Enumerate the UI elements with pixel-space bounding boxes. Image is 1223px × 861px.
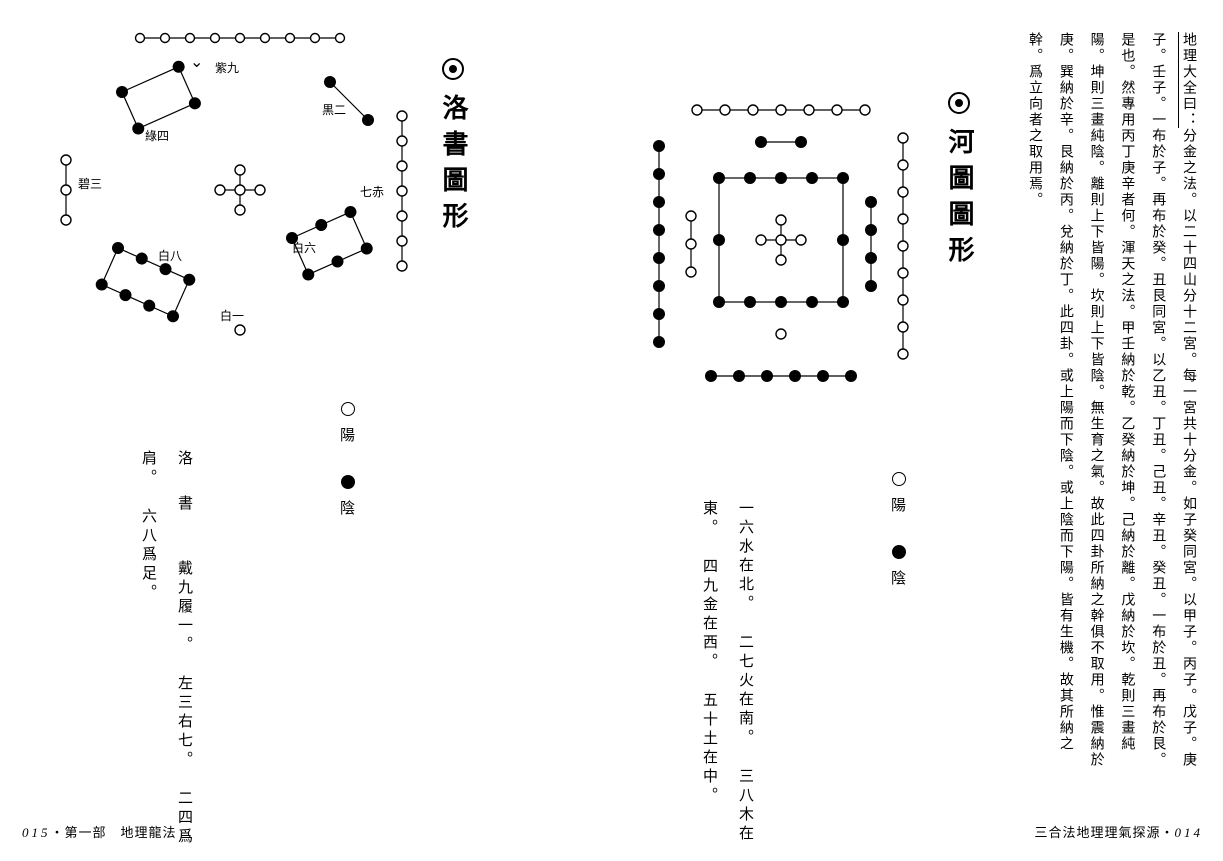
hetu-line-5: 五十土在中。 xyxy=(701,692,717,806)
luoshu-label-1: 白一 xyxy=(220,308,244,323)
yin-label: 陰 xyxy=(891,567,906,588)
yin-circle-icon xyxy=(892,545,906,559)
yang-circle-icon xyxy=(341,402,355,416)
footer-left-text: ・第一部 地理龍法 xyxy=(51,825,177,840)
luoshu-label-9: 紫九 xyxy=(215,61,239,75)
luoshu-line-2: 左三右七。 xyxy=(176,675,192,770)
luoshu-label-8: 白八 xyxy=(158,248,182,263)
bullseye-icon xyxy=(948,92,970,114)
yang-label: 陽 xyxy=(891,494,906,515)
page-015: 洛書圖形 紫九 ⌄ 綠四 黒二 碧三 七赤 xyxy=(0,0,611,861)
luoshu-label-2: 黒二 xyxy=(322,103,346,117)
svg-text:⌄: ⌄ xyxy=(190,54,203,71)
yin-circle-icon xyxy=(341,475,355,489)
hetu-yinyang-key: 陽 陰 xyxy=(891,470,906,588)
luoshu-label-4: 綠四 xyxy=(145,129,169,143)
footer-right-text: 三合法地理理氣探源・ xyxy=(1034,825,1174,840)
luoshu-label-7: 七赤 xyxy=(360,185,384,199)
luoshu-legend: 洛書 戴九履一。 左三右七。 二四爲肩。 六八爲足。 xyxy=(130,450,202,861)
hetu-legend: 一六水在北。 二七火在南。 三八木在東。 四九金在西。 五十土在中。 xyxy=(691,500,763,861)
main-text-block: 地理大全曰：分金之法。以二十四山分十二宮。每一宮共十分金。如子癸同宮。以甲子。丙… xyxy=(1018,32,1203,772)
hetu-title: 河圖圖形 xyxy=(945,128,974,272)
luoshu-line-1: 戴九履一。 xyxy=(176,560,192,655)
text-body: 分金之法。以二十四山分十二宮。每一宮共十分金。如子癸同宮。以甲子。丙子。戊子。庚… xyxy=(1027,32,1196,768)
yang-circle-icon xyxy=(892,472,906,486)
hetu-title-block: 河圖圖形 xyxy=(941,92,978,272)
luoshu-header: 洛書 xyxy=(176,450,192,540)
yang-label: 陽 xyxy=(340,424,355,445)
hetu-diagram xyxy=(631,90,931,420)
footer-right-page: 014 xyxy=(1175,825,1204,840)
yin-label: 陰 xyxy=(340,497,355,518)
luoshu-yinyang-key: 陽 陰 xyxy=(340,400,355,518)
bullseye-icon xyxy=(442,58,464,80)
luoshu-line-4: 六八爲足。 xyxy=(140,508,156,603)
luoshu-title-block: 洛書圖形 xyxy=(435,58,472,238)
hetu-line-2: 二七火在南。 xyxy=(737,634,753,748)
hetu-line-4: 四九金在西。 xyxy=(701,558,717,672)
luoshu-title: 洛書圖形 xyxy=(439,94,468,238)
footer-left: 015・第一部 地理龍法 xyxy=(22,822,177,841)
footer-left-page: 015 xyxy=(22,825,51,840)
luoshu-diagram: 紫九 ⌄ 綠四 黒二 碧三 七赤 白八 xyxy=(30,20,430,360)
footer-right: 三合法地理理氣探源・014 xyxy=(1034,822,1203,841)
luoshu-label-6: 白六 xyxy=(292,240,316,255)
hetu-line-1: 一六水在北。 xyxy=(737,500,753,614)
luoshu-label-3: 碧三 xyxy=(78,177,102,191)
page-014: 地理大全曰：分金之法。以二十四山分十二宮。每一宮共十分金。如子癸同宮。以甲子。丙… xyxy=(611,0,1223,861)
text-heading: 地理大全曰： xyxy=(1181,32,1196,128)
